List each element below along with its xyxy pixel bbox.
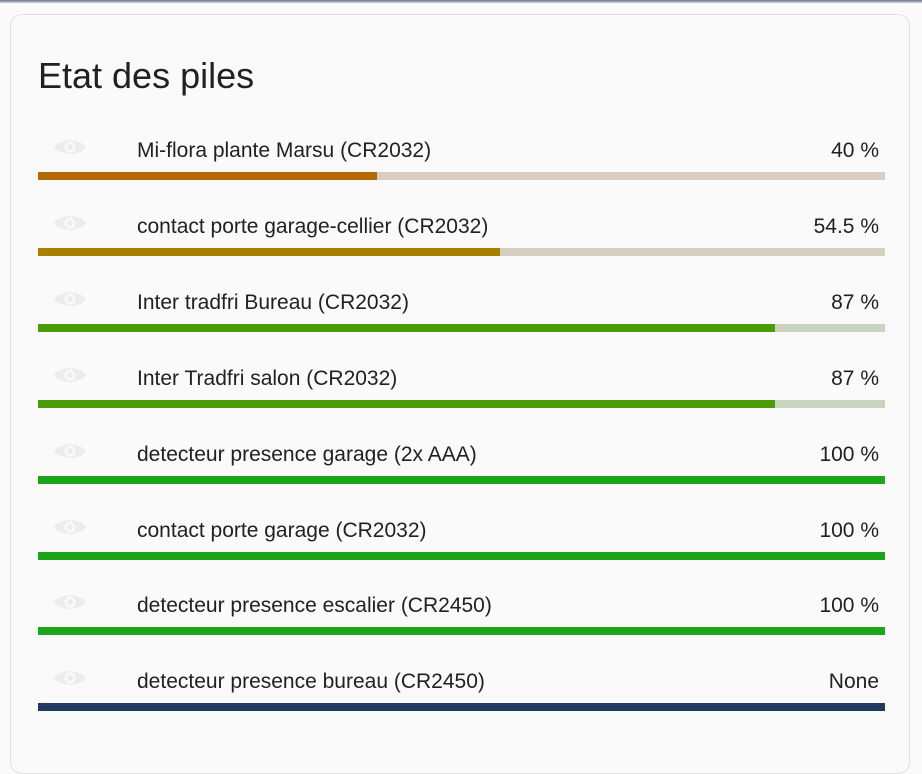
entity-name: Inter Tradfri salon (CR2032) xyxy=(137,367,398,390)
battery-level-fill xyxy=(38,324,775,332)
entity-state: 54.5 % xyxy=(813,215,879,238)
battery-level-bar xyxy=(38,627,885,635)
battery-level-bar xyxy=(38,172,885,180)
entity-name: detecteur presence escalier (CR2450) xyxy=(137,594,492,617)
entity-state: 100 % xyxy=(819,519,879,542)
eye-icon xyxy=(54,595,86,609)
battery-entity-row[interactable]: Mi-flora plante Marsu (CR2032) 40 % xyxy=(38,136,885,188)
eye-icon xyxy=(54,292,86,306)
battery-level-bar xyxy=(38,324,885,332)
entity-state: 40 % xyxy=(831,139,879,162)
battery-entity-row[interactable]: detecteur presence escalier (CR2450) 100… xyxy=(38,591,885,643)
battery-entity-row[interactable]: Inter Tradfri salon (CR2032) 87 % xyxy=(38,364,885,416)
entity-state: 100 % xyxy=(819,594,879,617)
battery-level-bar xyxy=(38,703,885,711)
battery-level-bar xyxy=(38,400,885,408)
battery-level-bar xyxy=(38,476,885,484)
battery-entity-row[interactable]: contact porte garage (CR2032) 100 % xyxy=(38,516,885,568)
entity-state: 100 % xyxy=(819,443,879,466)
battery-level-fill xyxy=(38,400,775,408)
battery-card: Etat des piles Mi-flora plante Marsu (CR… xyxy=(10,14,910,774)
eye-icon xyxy=(54,444,86,458)
entity-state: 87 % xyxy=(831,367,879,390)
entity-name: contact porte garage (CR2032) xyxy=(137,519,427,542)
battery-level-fill xyxy=(38,476,885,484)
eye-icon xyxy=(54,216,86,230)
battery-entity-row[interactable]: detecteur presence bureau (CR2450) None xyxy=(38,667,885,719)
battery-level-fill xyxy=(38,172,377,180)
eye-icon xyxy=(54,520,86,534)
card-title: Etat des piles xyxy=(38,55,255,96)
battery-entity-row[interactable]: contact porte garage-cellier (CR2032) 54… xyxy=(38,212,885,264)
eye-icon xyxy=(54,368,86,382)
top-bar xyxy=(0,0,922,3)
battery-level-fill xyxy=(38,552,885,560)
entity-name: detecteur presence bureau (CR2450) xyxy=(137,670,485,693)
battery-level-fill xyxy=(38,627,885,635)
eye-icon xyxy=(54,140,86,154)
entity-name: Mi-flora plante Marsu (CR2032) xyxy=(137,139,432,162)
battery-entity-row[interactable]: detecteur presence garage (2x AAA) 100 % xyxy=(38,440,885,492)
entity-name: detecteur presence garage (2x AAA) xyxy=(137,443,477,466)
battery-level-fill xyxy=(38,248,500,256)
entity-name: Inter tradfri Bureau (CR2032) xyxy=(137,291,409,314)
entity-name: contact porte garage-cellier (CR2032) xyxy=(137,215,489,238)
battery-level-fill xyxy=(38,703,885,711)
entity-state: None xyxy=(828,670,879,693)
battery-entity-row[interactable]: Inter tradfri Bureau (CR2032) 87 % xyxy=(38,288,885,340)
battery-level-bar xyxy=(38,248,885,256)
eye-icon xyxy=(54,671,86,685)
entity-state: 87 % xyxy=(831,291,879,314)
battery-level-bar xyxy=(38,552,885,560)
